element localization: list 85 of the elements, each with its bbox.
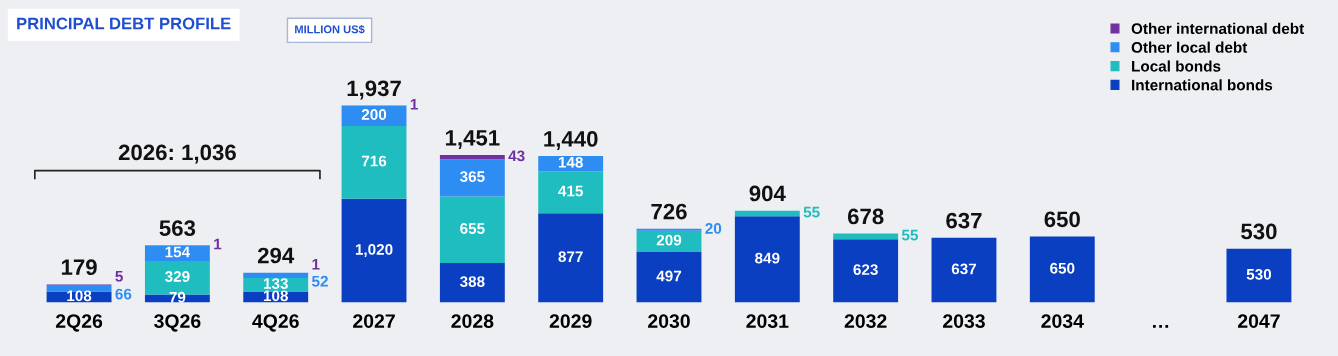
data-label: 79 [169,291,186,303]
x-tick-label: 2032 [844,314,887,329]
bar [439,196,505,264]
bar [439,263,505,303]
x-tick-label: … [1153,324,1169,328]
x-tick-label: 2047 [1237,314,1280,328]
data-label: 148 [558,156,583,168]
data-label: 108 [67,290,92,302]
bar [636,252,702,303]
total-label: 678 [847,208,884,225]
data-label: 52 [311,275,328,287]
data-label: 20 [705,223,722,234]
total-label: 637 [946,212,982,229]
x-tick-label: 2029 [549,314,592,328]
data-label: 55 [803,206,820,218]
data-label: 55 [901,229,919,241]
bar [341,105,407,126]
legend-label: Other local debt [1131,41,1248,53]
bar [1226,248,1292,303]
chart-title: PRINCIPAL DEBT PROFILE [17,17,231,30]
bar [439,159,505,197]
total-label: 650 [1044,211,1080,228]
data-label: 849 [755,252,780,264]
bar [144,245,210,262]
data-label: 655 [460,223,485,234]
total-label: 530 [1241,223,1277,240]
bar [439,154,505,160]
total-label: 563 [159,220,196,237]
total-label: 1,440 [544,131,598,150]
data-label: 5 [115,270,123,282]
data-label: 650 [1050,262,1075,274]
legend-label: Other international debt [1131,22,1305,35]
data-label: 154 [165,246,191,258]
x-tick-label: 2028 [451,314,494,328]
annotation: 2026: 1,036 [118,144,236,164]
x-tick-label: 2027 [353,314,395,328]
x-tick-label: 3Q26 [154,314,201,332]
bar [538,171,604,214]
data-label: 388 [459,276,485,287]
data-label: 66 [115,288,132,300]
total-label: 179 [61,259,97,276]
x-tick-label: 4Q26 [252,314,299,332]
data-label: 623 [853,264,878,276]
data-label: 133 [263,278,288,289]
data-label: 365 [459,171,485,183]
data-label: 43 [508,150,525,162]
x-tick-label: 2Q26 [55,314,103,332]
data-label: 1,020 [355,243,393,258]
data-label: 716 [361,155,387,167]
bar [46,284,112,292]
bar [636,228,702,231]
x-tick-label: 2031 [746,314,789,329]
legend-label: International bonds [1132,79,1273,91]
data-label: 637 [951,263,977,275]
data-label: 530 [1246,268,1272,280]
total-label: 1,937 [347,80,401,100]
data-label: 108 [263,290,288,302]
data-label: 1 [410,99,418,110]
chart-subtitle: MILLION US$ [295,24,365,34]
data-label: 877 [558,251,583,263]
total-label: 726 [651,203,687,220]
data-label: 1 [214,238,222,250]
data-label: 415 [558,185,583,197]
total-label: 904 [749,185,786,202]
total-label: 294 [257,247,295,264]
data-label: 200 [361,109,387,120]
x-tick-label: 2030 [648,314,690,329]
data-label: 1 [312,259,320,270]
x-tick-label: 2033 [943,314,985,329]
total-label: 1,451 [445,130,500,149]
data-label: 497 [656,270,682,282]
bar [734,210,800,217]
bar [1029,236,1095,303]
data-label: 209 [656,234,682,246]
legend-label: Local bonds [1132,60,1221,72]
bar [734,216,800,303]
bar [833,233,899,240]
bar [931,237,997,303]
bar [833,239,899,303]
bar [243,272,309,279]
bar [341,125,407,199]
data-label: 329 [164,271,190,282]
x-tick-label: 2034 [1041,314,1084,329]
bar [538,213,604,303]
bar [341,198,407,303]
